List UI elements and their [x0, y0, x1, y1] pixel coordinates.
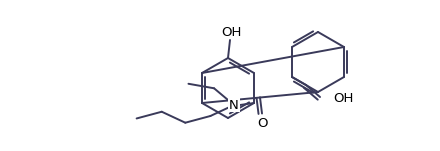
Text: OH: OH	[333, 93, 353, 106]
Text: N: N	[229, 98, 239, 111]
Text: OH: OH	[221, 26, 241, 39]
Text: O: O	[257, 117, 267, 130]
